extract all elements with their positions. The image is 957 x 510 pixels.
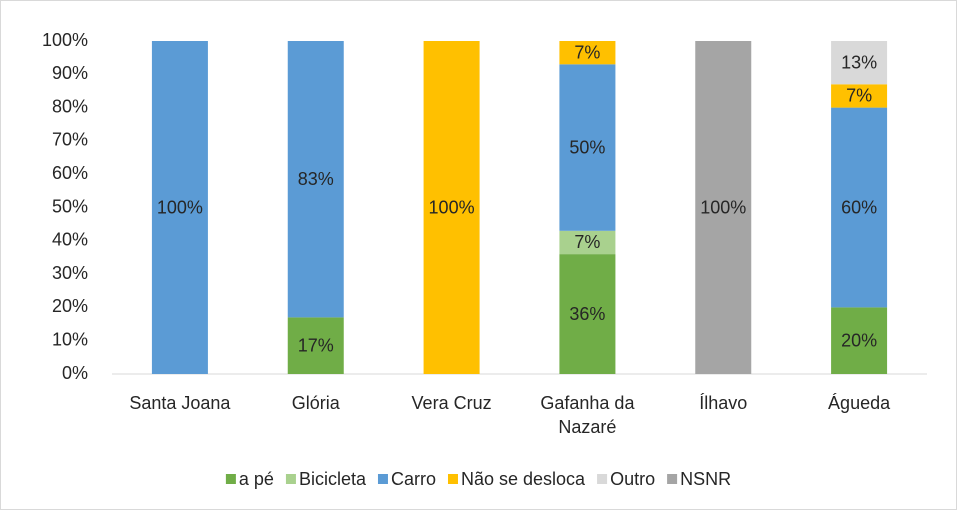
legend-marker — [285, 474, 296, 484]
data-label: 7% — [846, 86, 872, 106]
data-label: 7% — [574, 232, 600, 252]
y-tick-label: 10% — [52, 329, 88, 349]
x-tick-label: Ílhavo — [699, 393, 747, 413]
bar-segment — [559, 230, 616, 255]
legend: a pé Bicicleta Carro Não se desloca Outro NSN… — [225, 469, 731, 489]
bar-segment — [559, 254, 616, 374]
y-tick-label: 60% — [52, 163, 88, 183]
y-tick-label: 40% — [52, 230, 88, 250]
x-tick-label: Águeda — [828, 393, 891, 413]
data-label: 60% — [841, 197, 877, 217]
bar-segment — [287, 41, 344, 318]
x-tick-label: Vera Cruz — [412, 393, 492, 413]
x-tick-line: Gafanha da — [540, 393, 635, 413]
legend-label: Não se desloca — [461, 469, 586, 489]
legend-label: NSNR — [680, 469, 731, 489]
bar-segment — [831, 84, 888, 108]
data-label: 50% — [569, 137, 605, 157]
y-tick-label: 70% — [52, 130, 88, 150]
data-label: 17% — [298, 335, 334, 355]
y-tick-label: 20% — [52, 296, 88, 316]
bar-segment — [559, 64, 616, 231]
data-label: 100% — [157, 197, 203, 217]
bar-segment — [559, 41, 616, 65]
legend-marker — [667, 474, 678, 484]
y-tick-label: 0% — [62, 363, 88, 383]
data-label: 83% — [298, 169, 334, 189]
x-tick-line: Nazaré — [558, 417, 616, 437]
x-tick-label: Gafanha da Nazaré — [540, 393, 635, 437]
legend-label: Bicicleta — [299, 469, 367, 489]
bar-segment — [287, 317, 344, 374]
data-label: 100% — [429, 197, 475, 217]
data-label: 36% — [569, 304, 605, 324]
legend-label: Carro — [391, 469, 436, 489]
y-tick-label: 30% — [52, 263, 88, 283]
bar-segment — [423, 41, 480, 374]
legend-label: Outro — [610, 469, 655, 489]
legend-marker — [225, 474, 236, 484]
legend-marker — [447, 474, 458, 484]
data-label: 13% — [841, 52, 877, 72]
y-tick-label: 90% — [52, 63, 88, 83]
bar-segment — [695, 41, 752, 374]
bar-segment — [831, 307, 888, 374]
y-tick-label: 50% — [52, 196, 88, 216]
bar-segment — [831, 41, 888, 85]
x-tick-label: Glória — [292, 393, 341, 413]
data-label: 100% — [700, 197, 746, 217]
y-tick-label: 100% — [42, 30, 88, 50]
bar-segment — [151, 41, 208, 374]
x-tick-label: Santa Joana — [129, 393, 231, 413]
legend-label: a pé — [239, 469, 274, 489]
legend-marker — [597, 474, 608, 484]
bar-segment — [831, 107, 888, 308]
y-tick-label: 80% — [52, 96, 88, 116]
data-label: 20% — [841, 330, 877, 350]
data-label: 7% — [574, 42, 600, 62]
legend-marker — [377, 474, 388, 484]
